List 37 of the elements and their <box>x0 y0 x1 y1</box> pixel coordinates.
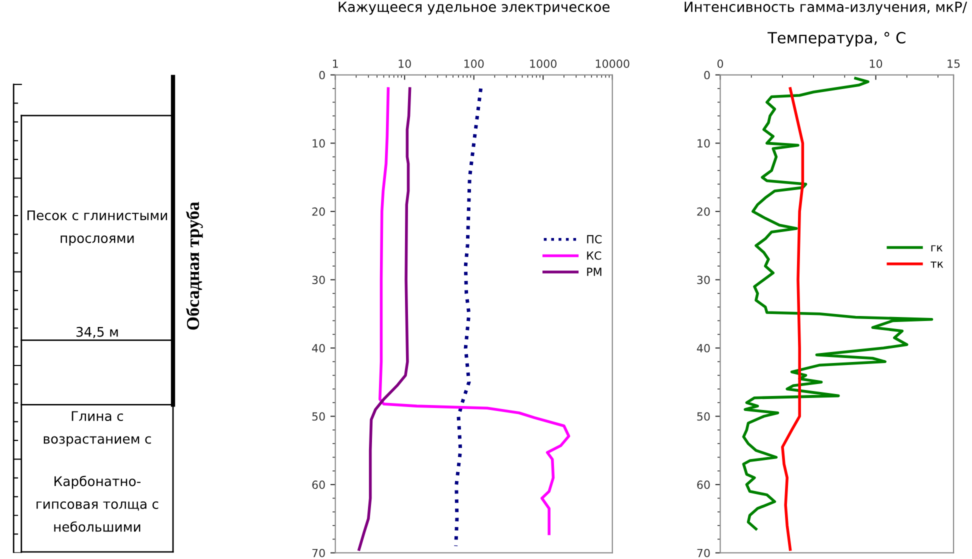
y-tick-label: 10 <box>312 139 325 148</box>
text: Глина с возрастанием с <box>44 411 151 446</box>
y-tick-label: 20 <box>697 207 710 216</box>
y-tick-label: 0 <box>319 70 325 80</box>
y-tick-label: 40 <box>312 344 325 352</box>
y-tick-label: 0 <box>704 70 710 80</box>
y-tick-label: 50 <box>312 412 325 421</box>
x-tick-label: 1000 <box>530 59 557 68</box>
y-tick-label: 10 <box>698 139 710 148</box>
y-tick-label: 70 <box>312 548 325 558</box>
text: Карбонатно- гипсовая толща с небольшими <box>36 476 158 532</box>
text: Песок с глинистыми прослоями <box>27 210 168 246</box>
legend-label: КС <box>587 251 602 260</box>
chart-title: Кажущееся удельное электрическое <box>338 2 610 15</box>
y-tick-label: 70 <box>697 548 710 558</box>
y-tick-label: 50 <box>697 412 710 421</box>
chart-title: Интенсивность гамма-излучения, мкР/ <box>684 2 968 15</box>
y-tick-label: 30 <box>312 276 325 284</box>
x-tick-label: 10 <box>398 59 411 68</box>
legend-label: РМ <box>587 268 602 276</box>
text: Обсадная труба <box>186 202 203 330</box>
x-tick-label: 1 <box>333 60 338 68</box>
y-tick-label: 30 <box>697 276 710 284</box>
text: 34,5 м <box>76 326 118 338</box>
x-tick-label: 100 <box>464 59 484 68</box>
legend-label: тк <box>930 262 944 268</box>
y-tick-label: 40 <box>696 344 710 352</box>
y-tick-label: 20 <box>312 207 325 216</box>
y-tick-label: 60 <box>312 480 325 489</box>
legend-label: ПС <box>587 235 602 244</box>
x-tick-label: 0 <box>717 59 724 68</box>
chart-subtitle: Температура, ° С <box>768 32 906 46</box>
x-tick-label: 10 <box>870 59 882 68</box>
legend-label: гк <box>931 245 943 252</box>
x-tick-label: 10000 <box>596 59 630 68</box>
y-tick-label: 60 <box>697 480 710 489</box>
x-tick-label: 15 <box>948 60 960 68</box>
